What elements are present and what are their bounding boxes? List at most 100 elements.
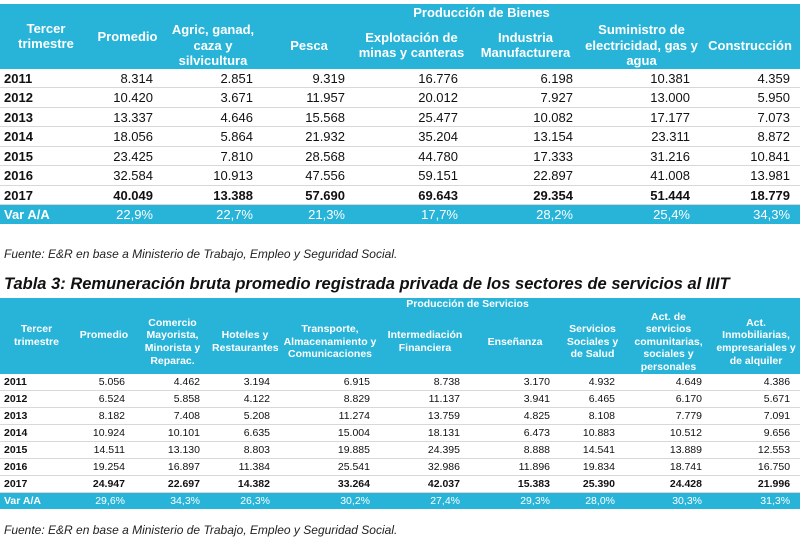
cell: 6.170 <box>625 390 712 408</box>
column-header: Act. Inmobiliarias, empresariales y de a… <box>712 310 800 374</box>
cell: 2017 <box>0 475 73 493</box>
cell: 4.649 <box>625 373 712 391</box>
column-header: Promedio <box>92 4 163 69</box>
cell: 13.000 <box>583 87 700 108</box>
cell: 11.957 <box>263 87 355 108</box>
cell: 3.941 <box>470 390 560 408</box>
data-row: 2016 19.254 16.897 11.384 25.541 32.986 11.896… <box>0 458 800 476</box>
cell: 10.381 <box>583 68 700 89</box>
cell: 6.198 <box>468 68 583 89</box>
cell: 11.896 <box>470 458 560 476</box>
data-row: 2015 23.425 7.810 28.568 44.780 17.333 31.216 1… <box>0 146 800 167</box>
column-header: Pesca <box>263 22 355 69</box>
cell: 13.130 <box>135 441 210 459</box>
column-header: Explotación de minas y canteras <box>355 22 468 69</box>
cell: 28,0% <box>560 492 625 509</box>
cell: 2017 <box>0 185 92 206</box>
column-header: Construcción <box>700 22 800 69</box>
cell: 2012 <box>0 390 73 408</box>
cell: 10.420 <box>92 87 163 108</box>
cell: 13.759 <box>380 407 470 425</box>
cell: 17.333 <box>468 146 583 167</box>
cell: 13.154 <box>468 126 583 147</box>
cell: 21.996 <box>712 475 800 493</box>
cell: Var A/A <box>0 204 92 224</box>
cell: 5.056 <box>73 373 135 391</box>
cell: 13.981 <box>700 165 800 186</box>
cell: 7.779 <box>625 407 712 425</box>
cell: 13.388 <box>163 185 263 206</box>
source: Fuente: E&R en base a Ministerio de Trab… <box>4 523 398 537</box>
cell: 5.864 <box>163 126 263 147</box>
cell: 8.803 <box>210 441 280 459</box>
column-header: Servicios Sociales y de Salud <box>560 310 625 374</box>
cell: 6.524 <box>73 390 135 408</box>
cell: 4.646 <box>163 107 263 128</box>
data-row: 2013 13.337 4.646 15.568 25.477 10.082 17.177 7… <box>0 107 800 128</box>
cell: 8.872 <box>700 126 800 147</box>
cell: 24.395 <box>380 441 470 459</box>
cell: 10.913 <box>163 165 263 186</box>
cell: 8.738 <box>380 373 470 391</box>
column-header: Promedio <box>73 298 135 374</box>
column-header: Enseñanza <box>470 310 560 374</box>
cell: 24.947 <box>73 475 135 493</box>
cell: 7.073 <box>700 107 800 128</box>
cell: 4.386 <box>712 373 800 391</box>
cell: 30,3% <box>625 492 712 509</box>
cell: 57.690 <box>263 185 355 206</box>
cell: 25.541 <box>280 458 380 476</box>
column-header: Tercer trimestre <box>0 298 73 374</box>
cell: 10.924 <box>73 424 135 442</box>
cell: 3.671 <box>163 87 263 108</box>
cell: 31,3% <box>712 492 800 509</box>
cell: 12.553 <box>712 441 800 459</box>
cell: 6.473 <box>470 424 560 442</box>
cell: 10.101 <box>135 424 210 442</box>
cell: 16.776 <box>355 68 468 89</box>
column-header: Hoteles y Restaurantes <box>210 310 280 374</box>
cell: 5.208 <box>210 407 280 425</box>
cell: 29,3% <box>470 492 560 509</box>
cell: 32.584 <box>92 165 163 186</box>
cell: 2016 <box>0 458 73 476</box>
cell: 69.643 <box>355 185 468 206</box>
data-row: 2017 24.947 22.697 14.382 33.264 42.037 15.383… <box>0 475 800 493</box>
cell: 29,6% <box>73 492 135 509</box>
cell: 14.382 <box>210 475 280 493</box>
cell: 18.131 <box>380 424 470 442</box>
cell: 8.829 <box>280 390 380 408</box>
cell: 51.444 <box>583 185 700 206</box>
column-header: Transporte, Almacenamiento y Comunicacio… <box>280 310 380 374</box>
cell: 31.216 <box>583 146 700 167</box>
cell: 8.182 <box>73 407 135 425</box>
cell: 22,7% <box>163 204 263 224</box>
cell: 4.462 <box>135 373 210 391</box>
header-row: Tercer trimestre Promedio Producción de Bi… <box>0 4 800 69</box>
cell: 9.319 <box>263 68 355 89</box>
cell: 2015 <box>0 441 73 459</box>
cell: 25,4% <box>583 204 700 224</box>
cell: 2014 <box>0 424 73 442</box>
cell: 41.008 <box>583 165 700 186</box>
cell: 23.311 <box>583 126 700 147</box>
cell: 2016 <box>0 165 92 186</box>
cell: 11.274 <box>280 407 380 425</box>
source: Fuente: E&R en base a Ministerio de Trab… <box>4 247 398 261</box>
cell: 18.779 <box>700 185 800 206</box>
cell: 13.889 <box>625 441 712 459</box>
cell: 7.091 <box>712 407 800 425</box>
cell: 14.541 <box>560 441 625 459</box>
column-header: Comercio Mayorista, Minorista y Reparac. <box>135 310 210 374</box>
column-header: Act. de servicios comunitarias, sociales… <box>625 310 712 374</box>
cell: 3.194 <box>210 373 280 391</box>
cell: 9.656 <box>712 424 800 442</box>
column-header: Tercer trimestre <box>0 4 92 69</box>
cell: 8.888 <box>470 441 560 459</box>
header-row: Comercio Mayorista, Minorista y Reparac.… <box>0 310 800 374</box>
cell: 27,4% <box>380 492 470 509</box>
cell: 24.428 <box>625 475 712 493</box>
table-title: Tabla 3: Remuneración bruta promedio reg… <box>4 275 730 293</box>
cell: 28.568 <box>263 146 355 167</box>
